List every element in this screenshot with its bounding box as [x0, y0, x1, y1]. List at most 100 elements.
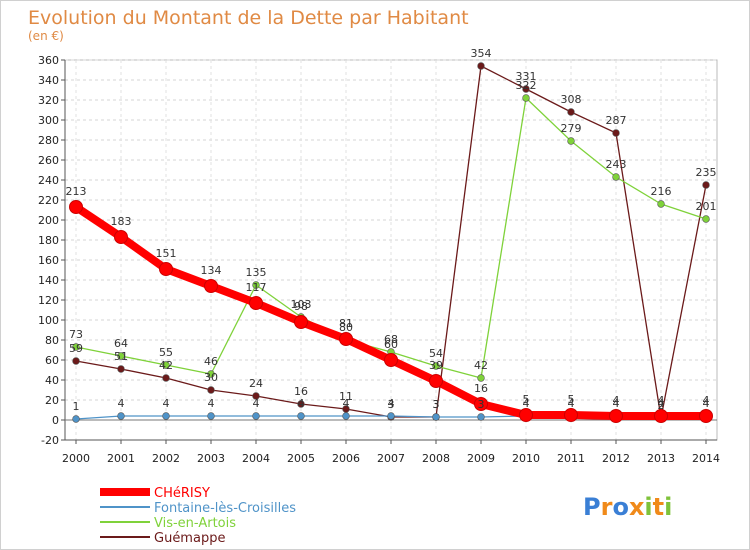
data-point: [252, 412, 260, 420]
data-label: 11: [339, 390, 353, 403]
data-point: [162, 374, 170, 382]
logo-letter: i: [644, 493, 652, 521]
data-label: 183: [111, 215, 132, 228]
y-tick-label: 80: [45, 334, 59, 347]
logo-letter: P: [583, 493, 601, 521]
y-tick-label: 320: [38, 94, 59, 107]
data-point: [117, 412, 125, 420]
data-point: [339, 332, 353, 346]
data-label: 51: [114, 350, 128, 363]
y-tick-label: 60: [45, 354, 59, 367]
data-point: [162, 412, 170, 420]
logo-letter: x: [629, 493, 645, 521]
data-point: [477, 374, 485, 382]
data-label: 80: [339, 321, 353, 334]
data-label: 354: [471, 47, 492, 60]
y-tick-label: 180: [38, 234, 59, 247]
data-label: 42: [474, 359, 488, 372]
data-label: 103: [291, 298, 312, 311]
data-point: [699, 409, 713, 423]
data-point: [522, 85, 530, 93]
x-tick-label: 2013: [647, 452, 675, 465]
y-tick-label: 0: [52, 414, 59, 427]
data-point: [294, 315, 308, 329]
x-tick-label: 2010: [512, 452, 540, 465]
chart-subtitle: (en €): [28, 29, 64, 43]
data-point: [252, 392, 260, 400]
data-point: [162, 361, 170, 369]
data-point: [432, 362, 440, 370]
legend-label: Vis-en-Artois: [154, 516, 236, 531]
data-label: 73: [69, 328, 83, 341]
y-tick-label: 280: [38, 134, 59, 147]
data-label: 3: [433, 398, 440, 411]
data-label: 4: [343, 397, 350, 410]
data-label: 16: [474, 382, 488, 395]
y-tick-label: 160: [38, 254, 59, 267]
data-point: [117, 365, 125, 373]
data-point: [297, 412, 305, 420]
data-label: 4: [703, 394, 710, 407]
data-point: [387, 412, 395, 420]
data-label: 5: [523, 393, 530, 406]
data-label: 5: [568, 393, 575, 406]
chart-title: Evolution du Montant de la Dette par Hab…: [28, 7, 469, 29]
data-label: 4: [658, 397, 665, 410]
y-tick-label: 360: [38, 54, 59, 67]
data-label: 287: [606, 114, 627, 127]
data-point: [114, 230, 128, 244]
data-label: 213: [66, 185, 87, 198]
y-tick-label: 140: [38, 274, 59, 287]
data-point: [72, 415, 80, 423]
series-layer: [69, 62, 713, 423]
y-tick-label: 20: [45, 394, 59, 407]
data-point: [72, 357, 80, 365]
x-tick-label: 2003: [197, 452, 225, 465]
data-point: [117, 352, 125, 360]
legend-item-gu-mappe: Guémappe: [100, 531, 225, 546]
data-label: 216: [651, 185, 672, 198]
logo-letter: o: [612, 493, 629, 521]
data-label: 60: [384, 338, 398, 351]
data-label: 3: [388, 398, 395, 411]
data-label: 235: [696, 166, 717, 179]
data-label: 98: [294, 300, 308, 313]
data-label: 1: [73, 400, 80, 413]
data-point: [657, 200, 665, 208]
data-point: [477, 413, 485, 421]
data-point: [384, 353, 398, 367]
data-point: [519, 408, 533, 422]
data-label: 134: [201, 264, 222, 277]
data-label: 30: [204, 371, 218, 384]
data-label: 117: [246, 281, 267, 294]
data-point: [567, 108, 575, 116]
data-label: 308: [561, 93, 582, 106]
data-label: 201: [696, 200, 717, 213]
data-label: 4: [253, 397, 260, 410]
data-label: 3: [478, 398, 485, 411]
logo-text: Proxiti: [583, 493, 672, 521]
legend-label: Guémappe: [154, 531, 225, 546]
data-point: [69, 200, 83, 214]
logo-letter: r: [601, 493, 613, 521]
data-point: [702, 215, 710, 223]
data-label: 4: [163, 397, 170, 410]
x-tick-label: 2000: [62, 452, 90, 465]
data-label: 4: [208, 397, 215, 410]
data-label: 59: [69, 342, 83, 355]
data-point: [252, 281, 260, 289]
legend: CHéRISYFontaine-lès-CroisillesVis-en-Art…: [100, 486, 296, 546]
logo-letter: t: [653, 493, 664, 521]
y-tick-label: 340: [38, 74, 59, 87]
legend-label: Fontaine-lès-Croisilles: [154, 501, 296, 516]
x-tick-label: 2008: [422, 452, 450, 465]
data-label: 42: [159, 359, 173, 372]
data-label: 4: [613, 397, 620, 410]
series-ch-risy: [69, 200, 713, 423]
data-label: 4: [703, 397, 710, 410]
y-tick-label: 300: [38, 114, 59, 127]
legend-item-ch-risy: CHéRISY: [100, 486, 210, 501]
data-label: 151: [156, 247, 177, 260]
